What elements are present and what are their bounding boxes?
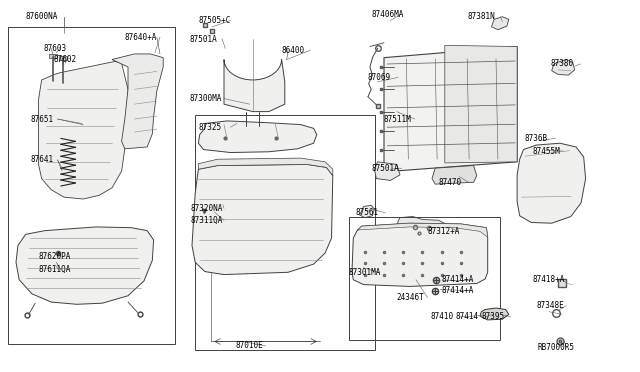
Text: 87455M: 87455M	[532, 147, 560, 155]
Text: 86400: 86400	[282, 46, 305, 55]
Text: 87312+A: 87312+A	[428, 227, 460, 236]
Text: 87414+A: 87414+A	[442, 275, 474, 284]
Text: 87501A: 87501A	[371, 164, 399, 173]
Bar	[49, 54, 57, 58]
Polygon shape	[492, 17, 509, 30]
Polygon shape	[397, 217, 449, 240]
Polygon shape	[198, 121, 317, 153]
Text: 87641: 87641	[31, 155, 54, 164]
Text: 87640+A: 87640+A	[125, 33, 157, 42]
Text: 87651: 87651	[31, 115, 54, 124]
Text: 87602: 87602	[53, 55, 76, 64]
Text: 87300MA: 87300MA	[189, 94, 222, 103]
Text: RB7000R5: RB7000R5	[538, 343, 575, 352]
Polygon shape	[112, 54, 163, 149]
Text: 87600NA: 87600NA	[26, 12, 58, 21]
Polygon shape	[384, 46, 517, 172]
Bar	[59, 56, 67, 60]
Text: 87380: 87380	[550, 60, 573, 68]
Polygon shape	[445, 45, 517, 163]
Text: 87561: 87561	[355, 208, 378, 217]
Text: 87320NA: 87320NA	[191, 204, 223, 213]
Text: 87418+A: 87418+A	[532, 275, 565, 284]
Bar	[195, 115, 375, 350]
Polygon shape	[38, 61, 128, 199]
Text: 8736B: 8736B	[525, 134, 548, 143]
Text: 87325: 87325	[198, 123, 221, 132]
Bar	[8, 27, 175, 344]
Polygon shape	[352, 223, 488, 286]
Text: 87603: 87603	[44, 44, 67, 53]
Text: 87414: 87414	[456, 312, 479, 321]
Text: 87348E: 87348E	[536, 301, 564, 310]
Text: 87301MA: 87301MA	[349, 268, 381, 277]
Text: 87410: 87410	[430, 312, 453, 321]
Text: 24346T: 24346T	[397, 293, 424, 302]
Text: 87620PA: 87620PA	[38, 252, 71, 261]
Text: 87470: 87470	[438, 178, 461, 187]
Polygon shape	[16, 227, 154, 304]
Polygon shape	[192, 164, 333, 275]
Polygon shape	[360, 205, 374, 218]
Bar	[349, 217, 500, 340]
Text: 87069: 87069	[368, 73, 391, 82]
Text: 87505+C: 87505+C	[198, 16, 231, 25]
Polygon shape	[480, 308, 509, 320]
Text: 87311QA: 87311QA	[191, 216, 223, 225]
Polygon shape	[517, 143, 586, 223]
Polygon shape	[552, 60, 575, 75]
Text: 87611QA: 87611QA	[38, 265, 71, 274]
Text: 87010E: 87010E	[236, 341, 263, 350]
Polygon shape	[374, 162, 400, 180]
Text: 87501A: 87501A	[189, 35, 217, 44]
Polygon shape	[432, 166, 477, 184]
Text: 87511M: 87511M	[384, 115, 412, 124]
Polygon shape	[224, 60, 285, 112]
Polygon shape	[357, 223, 488, 237]
Text: 87381N: 87381N	[467, 12, 495, 21]
Polygon shape	[198, 158, 333, 176]
Text: 87414+A: 87414+A	[442, 286, 474, 295]
Text: 87395: 87395	[481, 312, 504, 321]
Text: 87406MA: 87406MA	[371, 10, 404, 19]
